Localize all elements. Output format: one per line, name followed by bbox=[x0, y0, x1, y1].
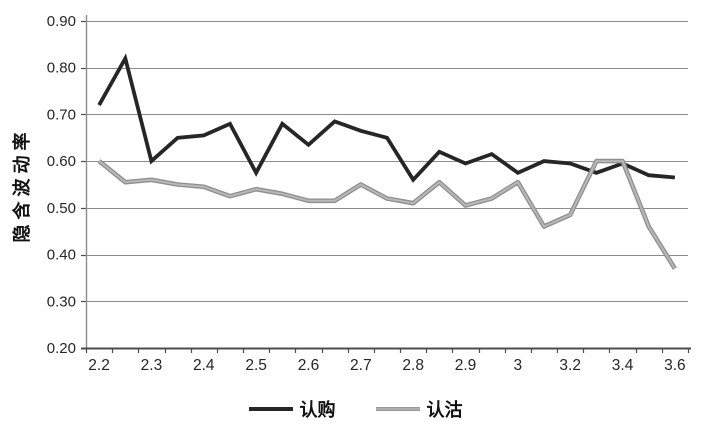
x-tick-label: 3.6 bbox=[664, 357, 686, 374]
y-tick-label: 0.20 bbox=[47, 340, 76, 357]
put-line-swatch bbox=[375, 407, 420, 411]
series-line-put-highlight bbox=[98, 160, 676, 270]
y-tick-label: 0.30 bbox=[47, 293, 76, 310]
call-line-swatch bbox=[248, 407, 293, 411]
x-tick-label: 2.5 bbox=[245, 357, 267, 374]
x-tick-label: 3.2 bbox=[559, 357, 581, 374]
x-tick-label: 2.3 bbox=[141, 357, 163, 374]
x-tick-label: 2.9 bbox=[455, 357, 477, 374]
x-tick-label: 2.6 bbox=[298, 357, 320, 374]
y-tick-label: 0.40 bbox=[47, 247, 76, 264]
legend-label-call: 认购 bbox=[299, 400, 336, 420]
plot-area: 0.90 0.80 0.70 0.60 0.50 0.40 0.30 0.20 2.2 2.3 2.… bbox=[47, 13, 691, 374]
legend-label-put: 认沽 bbox=[426, 400, 463, 420]
x-tick-label: 2.8 bbox=[402, 357, 424, 374]
y-tick-label: 0.50 bbox=[47, 200, 76, 217]
x-tick-label: 2.4 bbox=[193, 357, 215, 374]
legend-item-put: 认沽 bbox=[375, 396, 463, 422]
x-tick-label: 3 bbox=[514, 357, 523, 374]
legend-item-call: 认购 bbox=[248, 396, 336, 422]
y-tick-label: 0.70 bbox=[47, 106, 76, 123]
y-tick-label: 0.80 bbox=[47, 60, 76, 77]
y-tick-label: 0.90 bbox=[47, 13, 76, 30]
x-tick-label: 2.7 bbox=[350, 357, 372, 374]
x-tick-label: 3.4 bbox=[612, 357, 634, 374]
series-line-call bbox=[97, 53, 676, 183]
x-tick-label: 2.2 bbox=[88, 357, 110, 374]
y-tick-label: 0.60 bbox=[47, 153, 76, 170]
legend: 认购 认沽 bbox=[0, 394, 711, 424]
